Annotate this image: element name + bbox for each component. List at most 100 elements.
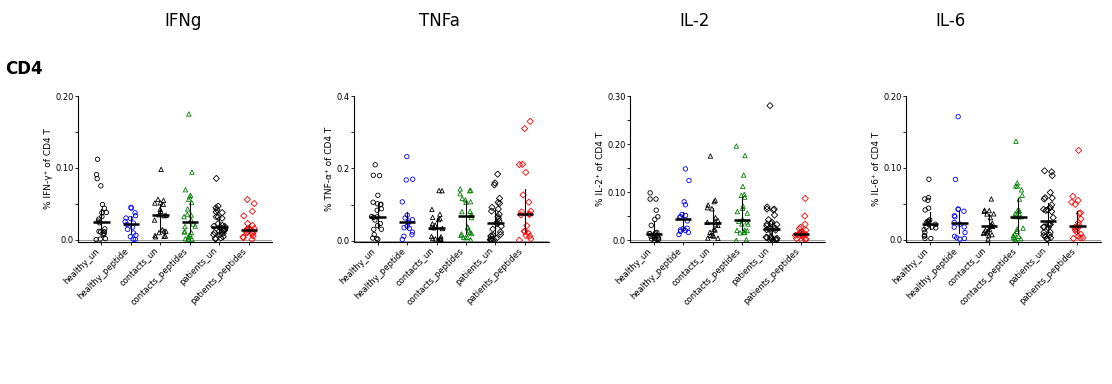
Point (699, 235, 717, 241)
Point (1035, 230, 1053, 236)
Point (917, 220, 935, 226)
Point (211, 224, 229, 230)
Point (97, 236, 115, 242)
Point (121, 233, 139, 240)
Point (122, 215, 140, 222)
Point (157, 233, 175, 239)
Point (646, 216, 664, 222)
Point (210, 228, 228, 235)
Point (245, 229, 262, 235)
Point (91, 236, 109, 242)
Point (671, 214, 688, 220)
Point (645, 233, 663, 240)
Point (235, 234, 252, 240)
Point (1034, 224, 1052, 230)
Point (368, 235, 386, 242)
Point (1072, 235, 1090, 241)
Point (758, 221, 776, 227)
Point (922, 235, 940, 242)
Point (919, 197, 936, 204)
Point (489, 215, 507, 222)
Point (1064, 235, 1082, 242)
Point (1070, 233, 1088, 239)
Point (127, 236, 145, 242)
Point (398, 154, 416, 160)
Point (768, 222, 786, 228)
Point (955, 208, 973, 214)
Point (788, 232, 806, 238)
Point (792, 230, 810, 236)
Point (484, 237, 502, 243)
Point (451, 232, 469, 238)
Point (734, 183, 752, 189)
Point (150, 212, 168, 218)
Point (90, 228, 108, 234)
Point (366, 217, 384, 223)
Point (702, 232, 719, 238)
Point (208, 207, 226, 213)
Point (1035, 206, 1053, 212)
Point (187, 223, 205, 229)
Point (368, 201, 386, 207)
Point (648, 229, 666, 235)
Point (490, 211, 508, 217)
Point (182, 230, 200, 236)
Point (920, 176, 937, 182)
Point (238, 226, 256, 232)
Point (1009, 228, 1026, 234)
Point (1040, 221, 1058, 227)
Point (514, 161, 532, 167)
Point (176, 228, 193, 235)
Point (151, 200, 169, 206)
Point (979, 228, 996, 234)
Point (180, 111, 198, 117)
Point (927, 225, 945, 231)
Point (738, 219, 756, 225)
Point (955, 224, 973, 230)
Point (762, 234, 780, 240)
Point (675, 199, 693, 205)
Point (923, 224, 941, 230)
Point (1068, 229, 1085, 235)
Point (761, 103, 778, 109)
Point (1041, 222, 1059, 228)
Point (182, 212, 200, 218)
Point (679, 229, 697, 235)
Point (765, 206, 783, 212)
Point (1009, 207, 1026, 214)
Point (208, 175, 226, 182)
Point (797, 227, 815, 233)
Point (916, 233, 934, 239)
Point (151, 208, 169, 214)
Point (647, 236, 665, 242)
Point (424, 235, 441, 242)
Point (146, 200, 163, 206)
Point (425, 225, 443, 231)
Point (797, 232, 815, 238)
Point (1035, 168, 1053, 174)
Point (946, 214, 964, 220)
Point (642, 233, 659, 240)
Point (732, 230, 749, 236)
Point (1039, 207, 1056, 213)
Point (205, 223, 222, 229)
Point (1040, 225, 1058, 231)
Point (182, 217, 200, 223)
Point (705, 233, 723, 239)
Point (88, 172, 106, 178)
Point (396, 215, 414, 221)
Point (1006, 211, 1024, 217)
Point (239, 220, 257, 227)
Point (921, 217, 939, 223)
Point (363, 214, 380, 220)
Point (455, 235, 473, 241)
Point (735, 172, 753, 178)
Point (796, 213, 814, 219)
Point (490, 200, 508, 207)
Point (431, 236, 449, 242)
Point (729, 218, 747, 224)
Point (706, 215, 724, 221)
Point (244, 208, 261, 214)
Point (681, 177, 698, 184)
Point (647, 207, 665, 213)
